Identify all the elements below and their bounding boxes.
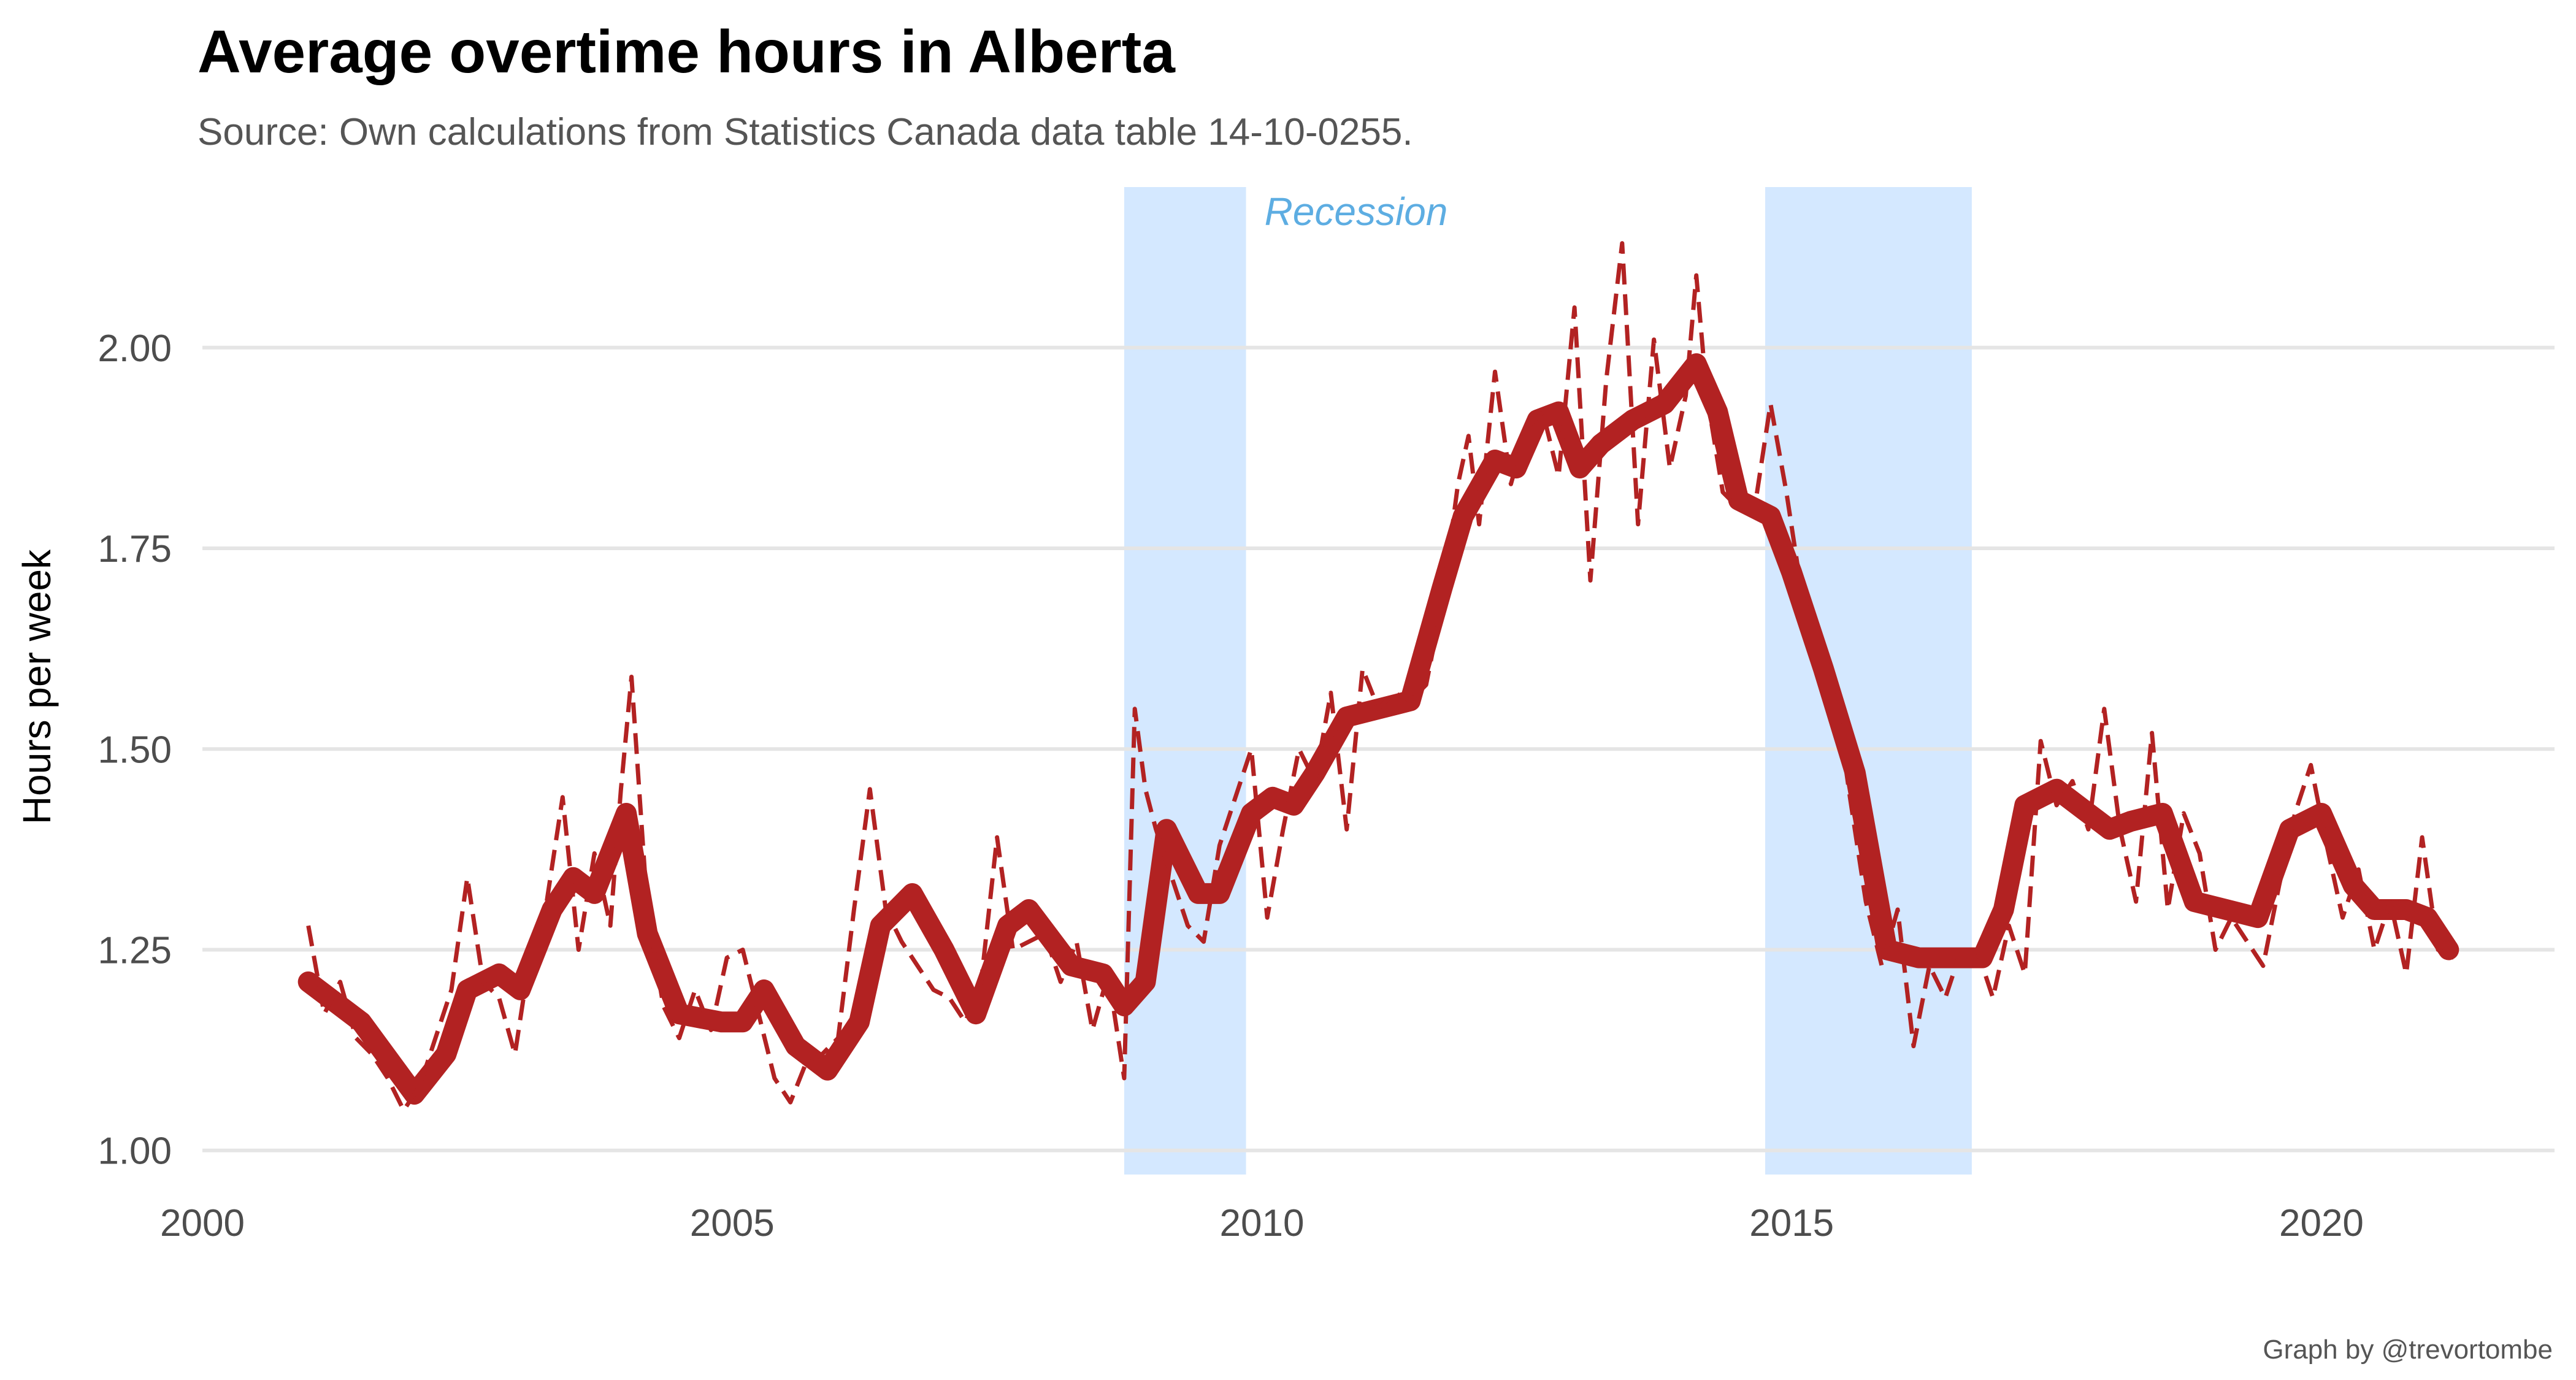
x-tick-label-4: 2020 xyxy=(2279,1202,2364,1244)
chart-title: Average overtime hours in Alberta xyxy=(197,18,1175,85)
shaded-region-label-0: Recession xyxy=(1265,190,1448,234)
shaded-region-1 xyxy=(1765,187,1972,1175)
series-line-solid-thick xyxy=(297,353,2459,1105)
x-tick-label-0: 2000 xyxy=(160,1202,245,1244)
y-tick-label-0: 1.00 xyxy=(98,1130,172,1173)
recession-shading: Recession xyxy=(1124,187,1972,1175)
data-series xyxy=(297,241,2459,1113)
chart-subtitle: Source: Own calculations from Statistics… xyxy=(197,111,1413,153)
y-tick-label-1: 1.25 xyxy=(98,929,172,972)
y-axis: 1.00 1.25 1.50 1.75 2.00 xyxy=(98,328,172,1173)
chart-caption: Graph by @trevortombe xyxy=(2263,1335,2553,1365)
y-tick-label-3: 1.75 xyxy=(98,528,172,570)
shaded-region-0 xyxy=(1124,187,1246,1175)
y-axis-label: Hours per week xyxy=(15,549,59,824)
x-tick-label-2: 2010 xyxy=(1220,1202,1305,1244)
y-tick-label-4: 2.00 xyxy=(98,328,172,370)
x-tick-label-3: 2015 xyxy=(1749,1202,1834,1244)
y-tick-label-2: 1.50 xyxy=(98,729,172,771)
x-tick-label-1: 2005 xyxy=(690,1202,775,1244)
grid-lines xyxy=(202,345,2555,1152)
series-line-dashed-thin xyxy=(306,241,2455,1113)
x-axis: 2000 2005 2010 2015 2020 xyxy=(160,1202,2364,1244)
